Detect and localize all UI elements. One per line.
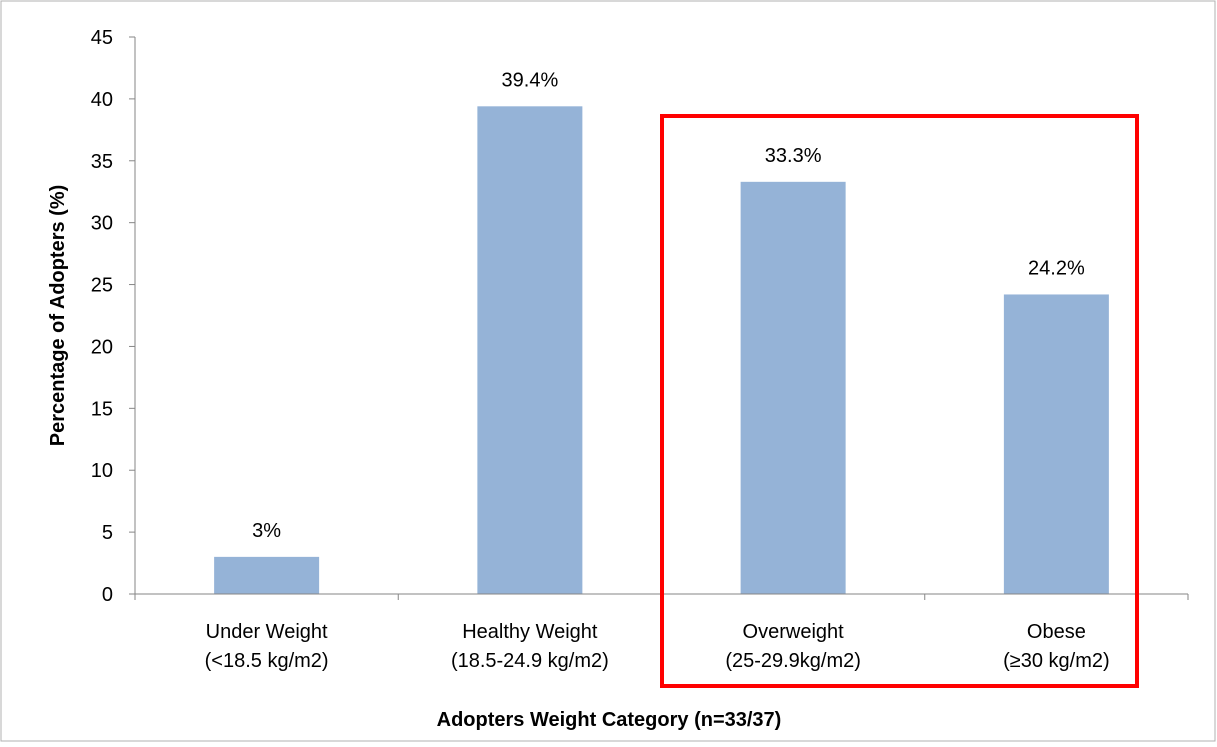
data-labels: 3% 39.4% 33.3% 24.2% (252, 69, 1085, 542)
category-label: (≥30 kg/m2) (1003, 650, 1110, 672)
bar (1003, 294, 1109, 594)
bar (214, 556, 320, 594)
y-tick-label: 15 (91, 398, 113, 420)
category-label: (<18.5 kg/m2) (205, 650, 329, 672)
y-axis-title: Percentage of Adopters (%) (47, 185, 69, 447)
y-axis-ticks: 0 5 10 15 20 25 30 35 40 45 (91, 27, 1189, 606)
y-tick-label: 20 (91, 336, 113, 358)
data-label: 24.2% (1028, 257, 1085, 279)
data-label: 39.4% (502, 69, 559, 91)
category-labels: Under Weight (<18.5 kg/m2) Healthy Weight (… (205, 621, 1110, 672)
y-tick-label: 0 (102, 584, 113, 606)
y-tick-label: 45 (91, 27, 113, 49)
y-tick-label: 10 (91, 460, 113, 482)
y-tick-label: 25 (91, 275, 113, 297)
highlight-box (660, 114, 1139, 688)
data-label: 33.3% (765, 145, 822, 167)
bar (740, 181, 846, 594)
bar (477, 106, 583, 594)
data-label: 3% (252, 520, 281, 542)
category-label: Overweight (743, 621, 845, 643)
bars (214, 106, 1109, 594)
y-tick-label: 30 (91, 213, 113, 235)
category-label: Healthy Weight (462, 621, 598, 643)
category-label: Under Weight (206, 621, 328, 643)
category-label: (18.5-24.9 kg/m2) (451, 650, 609, 672)
category-label: Obese (1027, 621, 1086, 643)
y-tick-label: 40 (91, 89, 113, 111)
y-tick-label: 5 (102, 522, 113, 544)
category-label: (25-29.9kg/m2) (725, 650, 861, 672)
x-axis-title: Adopters Weight Category (n=33/37) (437, 709, 782, 731)
y-tick-label: 35 (91, 151, 113, 173)
